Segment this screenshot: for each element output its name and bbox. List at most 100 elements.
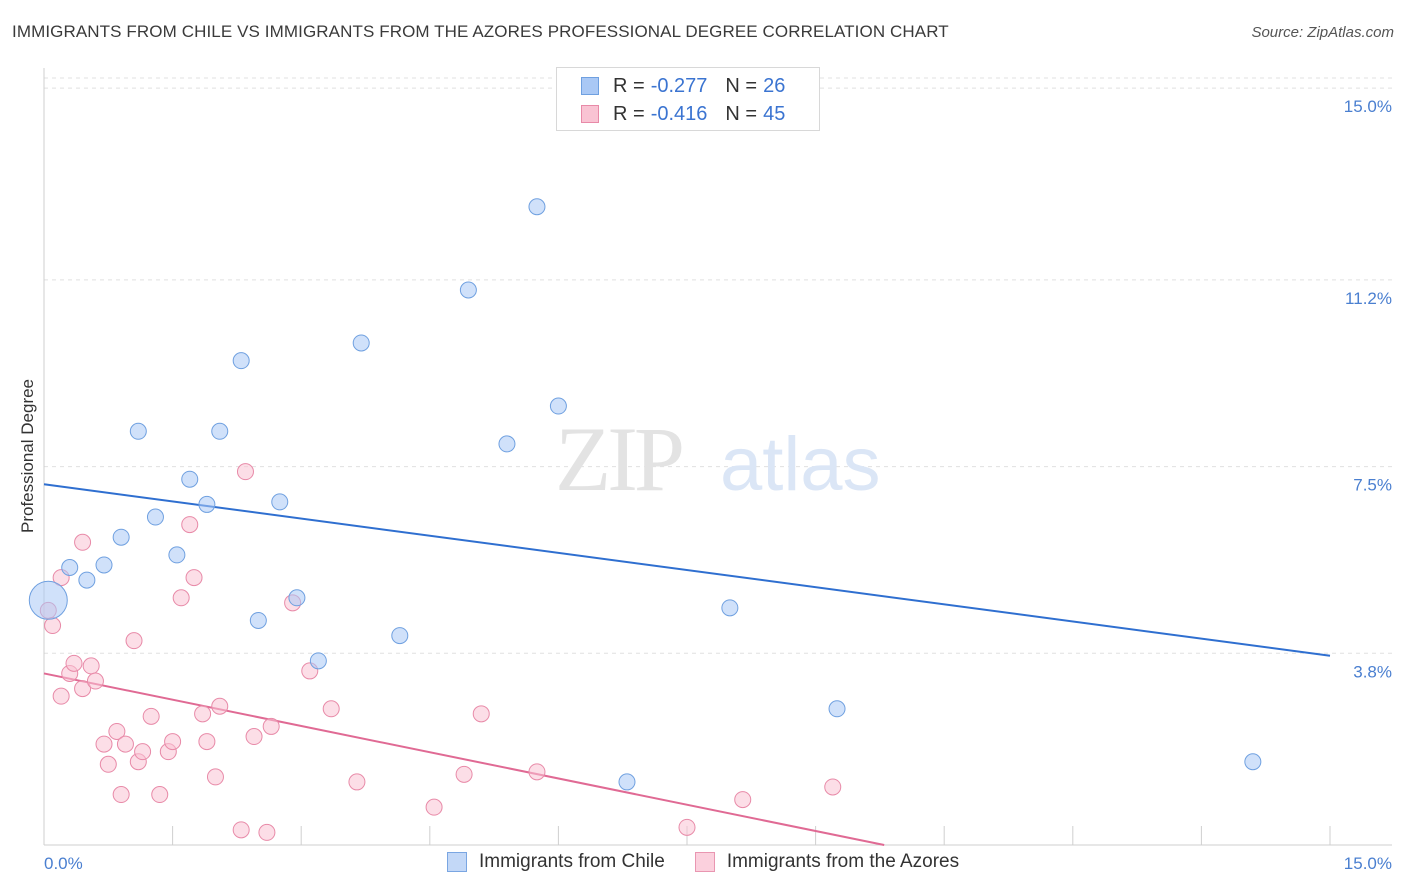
- point-chile[interactable]: [232, 352, 250, 370]
- point-azores[interactable]: [262, 717, 280, 735]
- watermark-atlas: atlas: [720, 422, 881, 507]
- point-chile[interactable]: [618, 773, 636, 791]
- legend-swatch-chile: [581, 77, 599, 95]
- legend-swatch-azores: [581, 105, 599, 123]
- y-tick-label: 7.5%: [1353, 476, 1392, 495]
- point-chile[interactable]: [211, 422, 229, 440]
- point-chile[interactable]: [352, 334, 370, 352]
- point-azores[interactable]: [86, 672, 104, 690]
- point-chile[interactable]: [129, 422, 147, 440]
- point-chile[interactable]: [181, 470, 199, 488]
- watermark: ZIP atlas: [555, 408, 881, 510]
- point-chile[interactable]: [146, 508, 164, 526]
- point-azores[interactable]: [181, 516, 199, 534]
- point-chile[interactable]: [528, 198, 546, 216]
- series-swatch-chile: [447, 852, 467, 872]
- point-azores[interactable]: [198, 733, 216, 751]
- chart-title: IMMIGRANTS FROM CHILE VS IMMIGRANTS FROM…: [12, 22, 949, 41]
- point-azores[interactable]: [211, 697, 229, 715]
- point-azores[interactable]: [151, 786, 169, 804]
- point-azores[interactable]: [74, 533, 92, 551]
- point-chile[interactable]: [95, 556, 113, 574]
- point-azores[interactable]: [74, 680, 92, 698]
- watermark-zip: ZIP: [555, 408, 682, 510]
- point-chile[interactable]: [168, 546, 186, 564]
- point-azores[interactable]: [108, 722, 126, 740]
- point-chile[interactable]: [459, 281, 477, 299]
- point-chile[interactable]: [288, 589, 306, 607]
- point-azores[interactable]: [194, 705, 212, 723]
- point-azores[interactable]: [44, 617, 62, 635]
- y-tick-labels: 3.8% 7.5% 11.2% 15.0%: [1344, 97, 1392, 681]
- series-label-chile: Immigrants from Chile: [479, 851, 665, 872]
- series-swatch-azores: [694, 852, 715, 872]
- point-azores[interactable]: [116, 735, 134, 753]
- point-chile[interactable]: [271, 493, 289, 511]
- point-azores[interactable]: [65, 654, 83, 672]
- point-chile[interactable]: [721, 599, 739, 617]
- point-azores[interactable]: [134, 743, 152, 761]
- point-azores[interactable]: [322, 700, 340, 718]
- point-azores[interactable]: [206, 768, 224, 786]
- legend-n-label: N =: [725, 74, 758, 97]
- point-azores[interactable]: [678, 818, 696, 836]
- series-legend: Immigrants from Chile Immigrants from th…: [447, 851, 989, 873]
- point-chile[interactable]: [828, 700, 846, 718]
- point-chile[interactable]: [28, 580, 68, 620]
- point-azores[interactable]: [164, 733, 182, 751]
- point-azores[interactable]: [95, 735, 113, 753]
- trend-lines: [43, 483, 1331, 846]
- trend-line-chile: [43, 483, 1331, 657]
- point-chile[interactable]: [1244, 753, 1262, 771]
- point-azores[interactable]: [824, 778, 842, 796]
- series-label-azores: Immigrants from the Azores: [726, 851, 960, 872]
- point-azores[interactable]: [185, 569, 203, 587]
- point-chile[interactable]: [198, 495, 216, 513]
- point-chile[interactable]: [112, 528, 130, 546]
- point-azores[interactable]: [236, 463, 254, 481]
- data-points: [28, 198, 1262, 841]
- y-tick-label: 11.2%: [1345, 289, 1392, 308]
- y-axis-label: Professional Degree: [18, 379, 37, 533]
- point-azores[interactable]: [734, 791, 752, 809]
- source-credit: Source: ZipAtlas.com: [1251, 24, 1394, 41]
- legend-n-value: 26: [763, 74, 786, 97]
- point-chile[interactable]: [61, 559, 79, 576]
- point-azores[interactable]: [142, 707, 160, 725]
- legend-row-chile: R = -0.277 N = 26: [581, 74, 785, 98]
- point-azores[interactable]: [258, 823, 276, 841]
- point-chile[interactable]: [249, 611, 267, 629]
- legend-r-value: -0.416: [650, 102, 708, 125]
- legend-row-azores: R = -0.416 N = 45: [581, 102, 785, 126]
- point-chile[interactable]: [498, 435, 516, 453]
- point-azores[interactable]: [455, 765, 473, 783]
- point-chile[interactable]: [549, 397, 567, 415]
- point-azores[interactable]: [52, 687, 70, 705]
- point-azores[interactable]: [99, 755, 117, 773]
- legend-r-label: R =: [613, 74, 645, 97]
- point-azores[interactable]: [82, 657, 100, 675]
- point-azores[interactable]: [245, 728, 263, 746]
- legend-n-value: 45: [763, 102, 786, 125]
- point-azores[interactable]: [472, 705, 490, 723]
- point-azores[interactable]: [425, 798, 443, 816]
- point-chile[interactable]: [78, 571, 96, 589]
- point-azores[interactable]: [172, 589, 190, 607]
- legend-r-value: -0.277: [650, 74, 708, 97]
- point-azores[interactable]: [125, 632, 143, 650]
- trend-line-azores: [43, 672, 885, 846]
- point-azores[interactable]: [112, 786, 130, 804]
- series-legend-chile[interactable]: Immigrants from Chile: [447, 851, 665, 873]
- legend-r-label: R =: [613, 102, 645, 125]
- y-tick-label: 15.0%: [1344, 97, 1392, 116]
- x-tick-label-min: 0.0%: [44, 854, 83, 873]
- point-chile[interactable]: [391, 627, 409, 645]
- point-azores[interactable]: [528, 763, 546, 781]
- x-tick-label-max: 15.0%: [1344, 854, 1392, 873]
- point-azores[interactable]: [232, 821, 250, 839]
- point-azores[interactable]: [348, 773, 366, 791]
- series-legend-azores[interactable]: Immigrants from the Azores: [694, 851, 960, 873]
- y-tick-label: 3.8%: [1353, 662, 1392, 681]
- point-chile[interactable]: [309, 652, 327, 670]
